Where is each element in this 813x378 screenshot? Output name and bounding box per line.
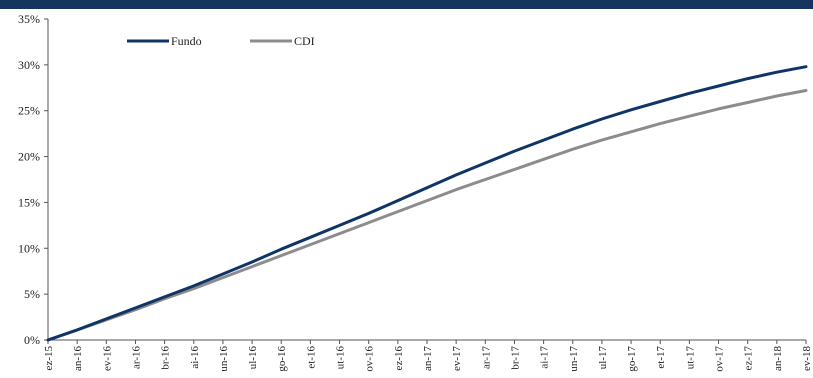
x-tick-label: ov-16: [364, 346, 376, 372]
x-tick-label: ul-16: [247, 346, 259, 370]
x-tick-label: ez-16: [393, 346, 405, 371]
x-tick-label: ul-17: [597, 346, 609, 370]
x-tick-label: an-18: [772, 346, 784, 372]
legend: Fundo CDI: [127, 34, 315, 48]
x-tick-label: ut-16: [335, 346, 347, 370]
x-tick-label: ez-17: [743, 346, 755, 371]
series-line-fundo: [46, 65, 808, 342]
legend-label-fundo: Fundo: [171, 34, 202, 48]
y-tick-label: 30%: [18, 58, 40, 72]
series-line-cdi: [46, 89, 808, 342]
x-tick-label: un-16: [218, 346, 230, 372]
y-tick-label: 20%: [18, 150, 40, 164]
y-tick-label: 10%: [18, 241, 40, 255]
x-tick-label: ov-17: [714, 346, 726, 372]
x-tick-label: un-17: [568, 346, 580, 372]
x-axis: ez-15 an-16 ev-16 ar-16 br-16 ai-16 un-16 ul-16…: [43, 339, 813, 372]
y-tick-label: 35%: [18, 12, 40, 26]
y-tick-label: 25%: [18, 104, 40, 118]
y-tick-label: 15%: [18, 195, 40, 209]
x-tick-label: go-16: [276, 346, 288, 372]
x-tick-label: br-17: [509, 346, 521, 370]
y-tick-label: 0%: [24, 333, 40, 347]
x-tick-label: go-17: [626, 346, 638, 372]
x-tick-label: br-16: [160, 346, 172, 370]
x-tick-label: ut-17: [684, 346, 696, 370]
x-tick-label: ez-15: [43, 346, 55, 371]
x-tick-label: ar-16: [130, 346, 142, 369]
y-axis: 0% 5% 10% 15% 20% 25% 30% 35%: [18, 12, 49, 347]
x-tick-label: an-16: [72, 346, 84, 372]
x-tick-label: ev-18: [801, 346, 813, 372]
series-lines: [46, 65, 808, 342]
x-tick-label: et-17: [655, 346, 667, 369]
x-tick-label: et-16: [305, 346, 317, 369]
x-tick-label: ai-17: [539, 346, 551, 369]
header-bar: [0, 0, 813, 9]
y-tick-label: 5%: [24, 287, 40, 301]
legend-label-cdi: CDI: [294, 34, 315, 48]
x-tick-label: an-17: [422, 346, 434, 372]
x-tick-label: ev-17: [451, 346, 463, 372]
x-tick-label: ar-17: [480, 346, 492, 369]
x-tick-label: ai-16: [189, 346, 201, 369]
x-tick-label: ev-16: [101, 346, 113, 372]
